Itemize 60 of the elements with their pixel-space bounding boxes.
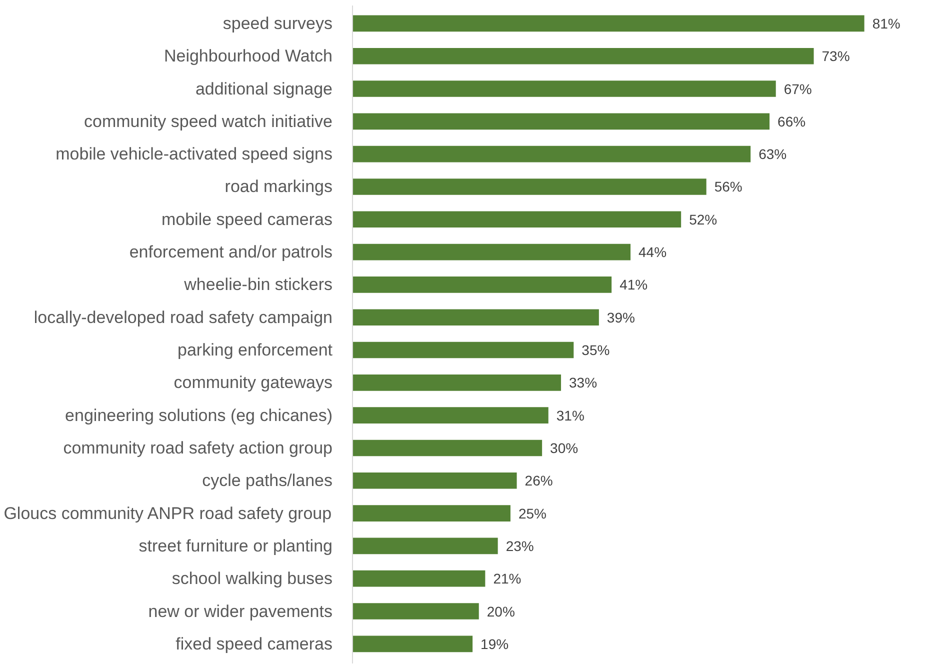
bar [352,570,486,587]
bar [352,603,479,620]
y-tick-label: speed surveys [222,14,333,33]
data-label: 67% [784,80,812,97]
y-tick-label: new or wider pavements [148,602,333,621]
y-tick-label: engineering solutions (eg chicanes) [65,406,333,425]
bar [352,407,548,424]
bar [352,472,517,489]
data-label: 26% [524,472,553,489]
bar [352,374,562,391]
data-label: 19% [480,636,509,652]
y-tick-label: road markings [224,177,333,196]
bar [352,276,612,293]
data-label: 23% [506,538,534,554]
y-tick-label: Gloucs community ANPR road safety group [4,504,332,523]
data-label: 44% [638,244,667,260]
y-tick-label: parking enforcement [178,340,333,360]
data-label: 73% [822,48,850,64]
bar [352,15,864,32]
y-tick-label: mobile vehicle-activated speed signs [56,144,332,164]
bar [352,342,574,358]
bar [352,211,682,228]
bar [352,244,631,260]
y-tick-label: locally-developed road safety campaign [34,308,333,327]
data-label: 56% [714,178,742,195]
y-tick-label: enforcement and/or patrols [129,242,332,262]
bar [352,80,776,97]
bar [352,440,542,456]
data-label: 33% [569,374,598,391]
y-tick-label: wheelie-bin stickers [183,275,333,294]
y-tick-label: mobile speed cameras [161,210,332,229]
data-label: 41% [620,276,648,293]
data-label: 30% [550,440,578,456]
bar [352,113,770,130]
data-label: 66% [778,113,806,130]
bar [352,538,498,554]
data-label: 81% [872,15,900,32]
data-label: 31% [556,407,584,424]
y-tick-label: Neighbourhood Watch [164,46,332,66]
y-tick-label: community speed watch initiative [84,112,333,131]
data-label: 21% [493,570,522,587]
y-tick-label: community road safety action group [63,438,333,458]
y-tick-label: community gateways [174,373,333,392]
y-tick-label: school walking buses [172,569,333,588]
data-label: 35% [582,342,610,358]
data-label: 20% [486,603,515,620]
y-tick-label: street furniture or planting [138,536,333,556]
data-label: 39% [606,309,635,326]
y-tick-label: cycle paths/lanes [202,471,332,490]
data-label: 25% [518,505,546,522]
bar [352,309,599,326]
y-tick-label: fixed speed cameras [176,634,333,654]
y-tick-label: additional signage [195,79,333,98]
data-label: 63% [758,146,787,162]
bar [352,178,706,195]
bar [352,48,814,64]
bar [352,505,510,522]
bar [352,146,751,162]
bar [352,636,473,652]
data-label: 52% [689,211,718,228]
